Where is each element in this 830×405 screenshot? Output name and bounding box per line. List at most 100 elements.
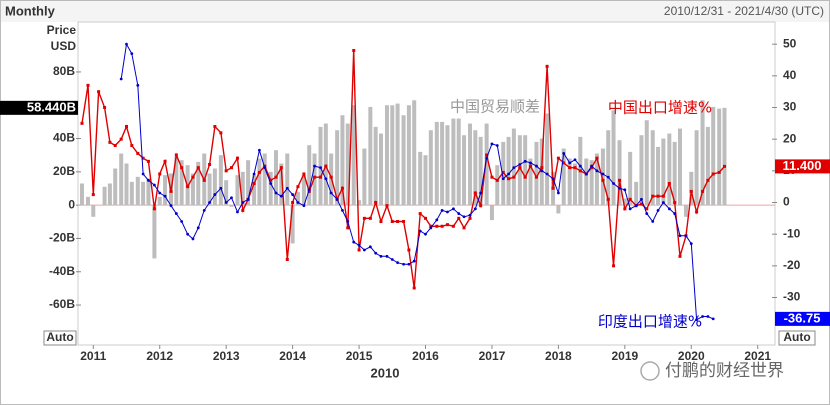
bar: [677, 128, 682, 206]
marker: [285, 258, 289, 261]
marker: [152, 207, 156, 211]
bar: [534, 141, 539, 206]
marker: [535, 164, 538, 168]
bar: [174, 156, 179, 206]
bar: [478, 136, 483, 206]
marker: [540, 166, 544, 170]
last-value-box: [775, 311, 830, 326]
bar: [506, 136, 511, 206]
bar: [644, 120, 649, 206]
marker: [263, 166, 267, 170]
marker: [213, 193, 217, 196]
bar: [573, 163, 578, 206]
header: [1, 1, 829, 22]
marker: [235, 156, 239, 160]
marker: [673, 212, 677, 215]
bar: [561, 148, 566, 206]
marker: [485, 153, 489, 157]
marker: [180, 220, 184, 223]
marker: [435, 218, 439, 222]
marker: [706, 178, 710, 182]
marker: [717, 170, 721, 174]
marker: [606, 197, 610, 201]
marker: [407, 262, 411, 266]
bar: [451, 118, 456, 206]
last-value-label: -36.75: [784, 310, 821, 325]
marker: [590, 164, 594, 168]
marker: [313, 175, 317, 179]
marker: [302, 172, 306, 176]
x-label: 2010: [371, 365, 400, 380]
bar: [246, 160, 251, 206]
marker: [329, 191, 333, 195]
marker: [335, 197, 339, 201]
marker: [673, 201, 677, 204]
marker: [368, 245, 372, 249]
auto-button[interactable]: [778, 330, 816, 346]
marker: [136, 151, 140, 155]
marker: [462, 226, 466, 230]
auto-right[interactable]: Auto: [783, 330, 810, 344]
auto-left[interactable]: Auto: [46, 330, 73, 344]
marker: [584, 172, 588, 176]
marker: [319, 166, 322, 170]
marker: [551, 186, 555, 190]
marker: [108, 140, 112, 144]
marker: [169, 204, 173, 208]
marker: [452, 207, 455, 211]
marker: [396, 261, 399, 265]
last-value-box: [775, 159, 830, 174]
bar: [295, 191, 300, 206]
marker: [174, 153, 178, 157]
marker: [678, 254, 682, 258]
bar: [639, 135, 644, 206]
marker: [186, 185, 190, 189]
marker: [556, 191, 560, 195]
marker: [457, 216, 461, 220]
marker: [540, 169, 544, 173]
marker: [362, 248, 366, 252]
y2-tick-label: 20: [783, 131, 797, 145]
marker: [628, 197, 632, 201]
x-tick-label: 2021: [744, 349, 771, 363]
marker: [518, 163, 522, 166]
y2-tick-label: -20: [783, 258, 801, 272]
marker: [606, 175, 610, 179]
marker: [612, 182, 615, 185]
marker: [313, 164, 316, 168]
y2-tick-label: 50: [783, 36, 797, 50]
bar: [717, 108, 722, 206]
marker: [684, 234, 688, 238]
marker: [130, 52, 134, 56]
bar: [135, 176, 140, 206]
bar: [700, 100, 705, 206]
marker: [723, 164, 727, 168]
marker: [440, 209, 444, 212]
marker: [645, 212, 649, 215]
y-tick-label: -60B: [49, 297, 75, 311]
marker: [667, 207, 671, 211]
marker: [119, 137, 123, 141]
marker: [396, 220, 400, 223]
last-value-label: 11.400: [782, 158, 821, 173]
marker: [252, 172, 256, 176]
frequency: Monthly: [5, 3, 56, 18]
bar: [373, 126, 378, 206]
marker: [523, 159, 527, 163]
marker: [507, 177, 511, 181]
marker: [623, 207, 627, 211]
marker: [528, 164, 532, 168]
marker: [534, 175, 538, 179]
marker: [595, 169, 599, 173]
marker: [196, 226, 200, 230]
y-tick-label: 80B: [53, 64, 75, 78]
bar: [489, 205, 494, 221]
marker: [352, 49, 356, 52]
marker: [667, 182, 671, 185]
marker: [191, 237, 195, 241]
auto-button[interactable]: [43, 330, 77, 346]
marker: [701, 189, 705, 193]
bar: [384, 105, 389, 206]
x-tick-label: 2017: [479, 349, 506, 363]
